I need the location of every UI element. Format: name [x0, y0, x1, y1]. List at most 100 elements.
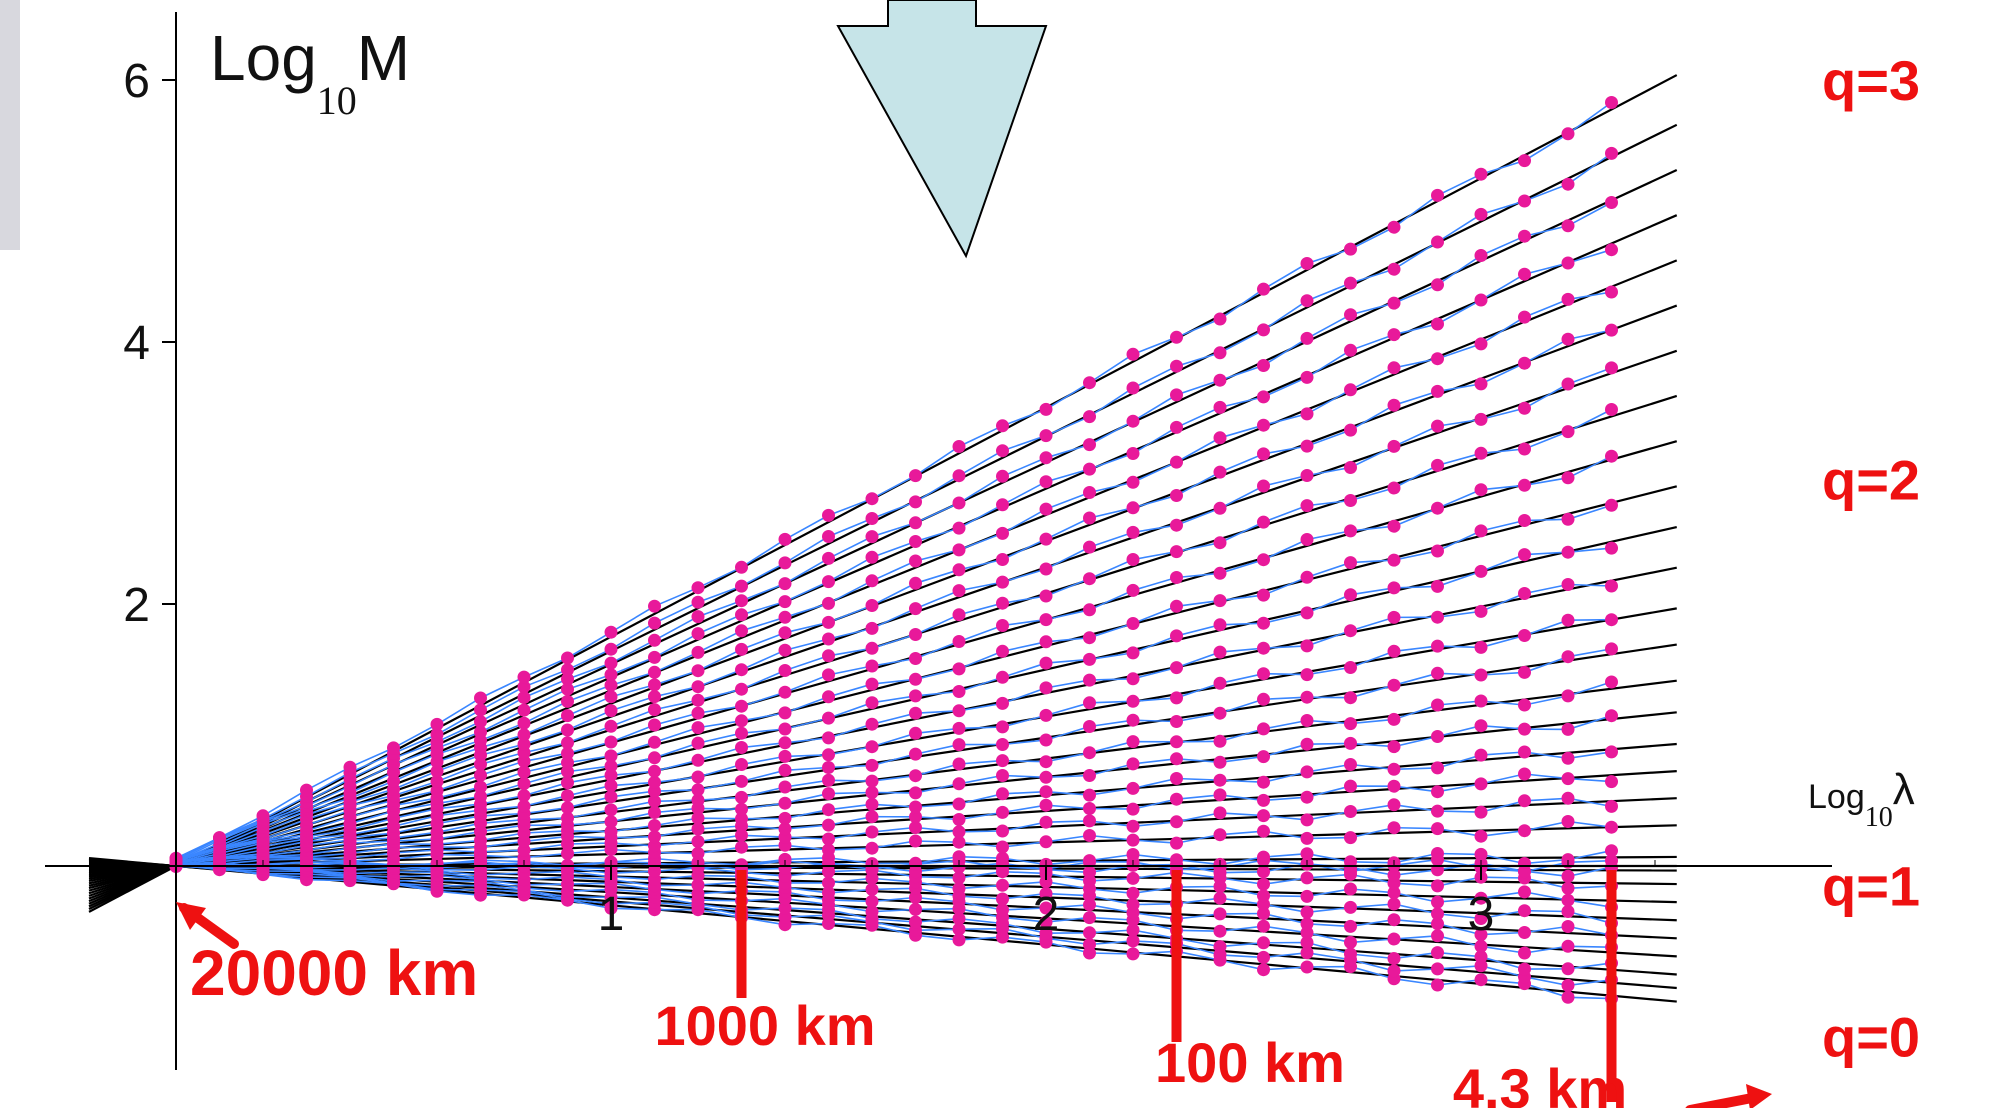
data-point: [1213, 907, 1227, 921]
data-point: [909, 834, 922, 848]
data-point: [1561, 962, 1575, 976]
data-point: [1083, 511, 1096, 525]
data-point: [1083, 788, 1096, 802]
data-point: [1083, 652, 1096, 666]
data-point: [952, 584, 966, 598]
x-tick-label: 1: [598, 888, 625, 941]
data-point: [1257, 919, 1270, 933]
data-point: [1039, 635, 1053, 649]
data-point: [648, 839, 661, 853]
data-point: [691, 835, 705, 848]
data-point: [822, 886, 835, 900]
data-point: [604, 704, 618, 718]
data-line: [175, 714, 1612, 863]
data-point: [1344, 758, 1357, 771]
data-point: [1344, 779, 1357, 793]
data-point: [1474, 891, 1488, 905]
data-point: [1605, 323, 1618, 337]
data-point: [996, 670, 1009, 684]
data-point: [1387, 519, 1401, 533]
data-point: [1561, 920, 1575, 933]
data-point: [474, 703, 487, 717]
data-point: [648, 806, 661, 819]
data-point: [343, 760, 357, 774]
scale-marker-label: 4.3 km: [1453, 1057, 1627, 1108]
data-point: [822, 843, 835, 857]
data-point: [1083, 911, 1096, 925]
data-point: [517, 799, 531, 813]
data-point: [474, 691, 487, 705]
data-point: [1170, 836, 1183, 850]
data-point: [1257, 390, 1270, 404]
data-point: [1344, 276, 1357, 290]
data-point: [952, 871, 966, 885]
data-point: [822, 551, 835, 565]
data-point: [517, 737, 531, 751]
data-point: [1561, 905, 1575, 918]
data-point: [909, 902, 922, 916]
data-point: [952, 922, 966, 936]
data-point: [1431, 804, 1444, 818]
data-point: [1474, 207, 1488, 221]
data-point: [952, 685, 966, 698]
data-point: [1257, 936, 1270, 950]
data-point: [996, 805, 1009, 819]
data-point: [1170, 853, 1183, 867]
data-point: [1126, 871, 1140, 885]
data-point: [1300, 936, 1314, 949]
data-point: [1561, 512, 1575, 526]
data-point: [648, 751, 661, 765]
data-point: [1300, 370, 1314, 384]
data-point: [1083, 746, 1096, 760]
data-point: [909, 821, 922, 834]
y-tick-label: 2: [123, 579, 150, 632]
data-point: [1300, 469, 1314, 482]
data-point: [691, 846, 705, 860]
data-point: [1605, 403, 1618, 416]
data-point: [1126, 414, 1140, 428]
data-point: [1300, 790, 1314, 804]
data-point: [1257, 515, 1270, 529]
data-point: [1605, 820, 1618, 834]
data-point: [1170, 571, 1183, 584]
data-point: [1387, 481, 1401, 495]
data-point: [1257, 889, 1270, 903]
data-point: [952, 635, 966, 648]
data-point: [778, 763, 792, 777]
data-point: [1518, 442, 1531, 456]
data-point: [735, 714, 748, 728]
data-point: [1083, 376, 1096, 390]
data-point: [474, 715, 487, 729]
data-point: [1518, 865, 1531, 879]
data-point: [1474, 973, 1488, 987]
data-point: [1431, 278, 1444, 292]
data-point: [1039, 613, 1053, 627]
data-point: [430, 728, 444, 741]
scale-marker-arrow-icon: [1685, 1093, 1757, 1108]
data-point: [1039, 835, 1053, 849]
data-point: [865, 677, 879, 691]
data-point: [996, 419, 1009, 433]
data-point: [1126, 553, 1140, 566]
x-axis-title-main: Log: [1808, 778, 1865, 816]
data-point: [1213, 755, 1227, 769]
data-point: [604, 642, 618, 656]
data-point: [996, 444, 1009, 458]
data-point: [1300, 905, 1314, 919]
data-point: [952, 912, 966, 926]
data-point: [1300, 813, 1314, 827]
data-point: [1474, 167, 1488, 181]
data-point: [1431, 853, 1444, 867]
y-tick-label: 6: [123, 55, 150, 108]
data-line: [175, 863, 1612, 987]
data-point: [1431, 666, 1444, 680]
data-point: [517, 789, 531, 803]
data-point: [952, 797, 966, 811]
data-point: [1518, 154, 1531, 168]
data-point: [1344, 588, 1357, 602]
data-point: [1561, 751, 1575, 765]
data-point: [1344, 831, 1357, 845]
data-point: [256, 809, 270, 823]
data-point: [1039, 475, 1053, 489]
data-point: [648, 650, 661, 664]
